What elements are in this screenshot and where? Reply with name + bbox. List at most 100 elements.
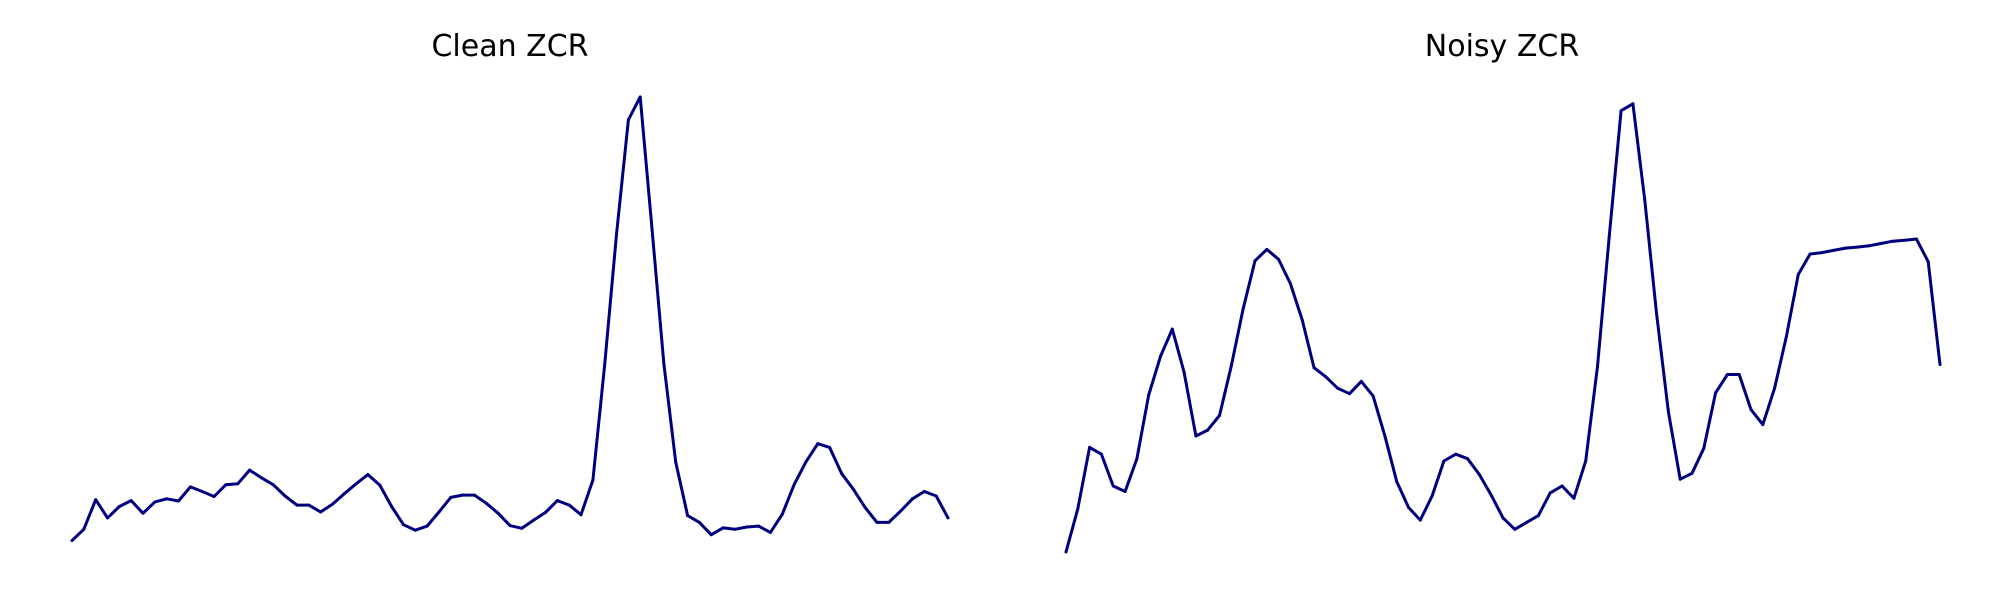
data-point-1-31	[1430, 494, 1434, 498]
data-point-1-14	[1229, 364, 1233, 367]
data-point-0-14	[236, 482, 240, 486]
data-point-1-52	[1678, 477, 1682, 481]
data-point-1-38	[1513, 527, 1517, 531]
data-point-0-72	[922, 490, 926, 493]
data-point-0-24	[354, 482, 358, 486]
data-point-1-41	[1548, 491, 1552, 495]
data-point-1-37	[1501, 516, 1505, 520]
data-point-1-50	[1655, 311, 1658, 315]
data-point-0-28	[402, 523, 405, 527]
data-point-1-27	[1383, 434, 1387, 438]
data-point-1-51	[1666, 410, 1670, 414]
data-point-0-69	[887, 520, 891, 524]
data-point-0-19	[295, 503, 299, 507]
data-point-0-65	[840, 471, 843, 475]
data-point-1-46	[1607, 234, 1611, 238]
data-point-1-47	[1619, 109, 1623, 113]
data-point-0-39	[532, 518, 536, 522]
data-point-0-33	[461, 493, 465, 497]
data-point-1-53	[1690, 471, 1694, 475]
data-point-0-22	[330, 502, 334, 506]
data-point-1-30	[1418, 518, 1422, 522]
data-point-0-50	[662, 362, 666, 366]
data-point-1-20	[1300, 318, 1304, 322]
data-point-0-7	[153, 500, 157, 504]
data-point-1-8	[1159, 354, 1162, 358]
data-point-0-44	[591, 478, 595, 482]
data-point-1-24	[1348, 392, 1351, 396]
data-point-1-26	[1371, 394, 1375, 398]
data-point-1-9	[1170, 327, 1174, 331]
data-point-0-61	[792, 483, 796, 487]
data-point-1-23	[1336, 386, 1340, 390]
data-point-0-46	[615, 232, 618, 236]
data-point-1-65	[1832, 248, 1836, 252]
data-point-1-55	[1714, 391, 1718, 395]
data-point-1-40	[1536, 514, 1540, 518]
data-point-0-43	[579, 513, 583, 517]
data-point-1-32	[1442, 459, 1446, 463]
data-point-1-43	[1572, 496, 1576, 500]
data-point-1-57	[1737, 373, 1741, 376]
data-point-1-13	[1218, 414, 1221, 417]
data-point-1-22	[1324, 375, 1328, 379]
data-point-1-6	[1135, 457, 1139, 461]
data-point-0-54	[709, 533, 713, 537]
data-point-0-63	[816, 442, 820, 446]
data-point-1-34	[1466, 457, 1470, 461]
panel-clean-zcr: Clean ZCR	[70, 29, 950, 543]
panel-noisy-zcr: Noisy ZCR	[1064, 29, 1942, 554]
data-point-1-64	[1820, 251, 1824, 255]
data-point-0-1	[82, 527, 86, 531]
data-point-0-73	[934, 494, 938, 498]
data-point-0-5	[129, 499, 133, 503]
data-point-0-23	[342, 492, 346, 496]
data-point-0-64	[828, 445, 832, 449]
data-point-0-36	[496, 511, 500, 515]
data-point-0-27	[390, 505, 394, 508]
data-point-1-28	[1395, 480, 1399, 483]
data-point-1-49	[1643, 197, 1647, 201]
data-point-0-31	[437, 510, 441, 514]
data-point-0-55	[721, 526, 725, 530]
data-point-1-74	[1938, 363, 1942, 366]
data-point-0-2	[94, 498, 98, 502]
data-point-0-16	[259, 476, 263, 480]
data-point-1-58	[1749, 408, 1753, 412]
data-point-0-51	[674, 460, 678, 464]
data-point-0-71	[911, 497, 914, 501]
data-point-1-71	[1903, 238, 1907, 242]
data-point-0-70	[899, 509, 903, 513]
data-point-0-59	[768, 530, 772, 534]
data-point-1-36	[1489, 493, 1493, 497]
data-point-1-63	[1808, 252, 1812, 256]
title-clean-zcr: Clean ZCR	[431, 29, 588, 64]
data-point-0-38	[520, 526, 524, 530]
series-line-noisy-zcr	[1064, 102, 1942, 553]
data-point-1-33	[1454, 452, 1458, 456]
data-point-1-72	[1914, 237, 1918, 241]
data-point-1-54	[1702, 446, 1706, 450]
data-point-0-25	[366, 473, 370, 477]
data-point-1-15	[1241, 307, 1245, 311]
data-point-1-11	[1194, 434, 1198, 438]
data-point-0-57	[745, 525, 749, 529]
data-point-1-3	[1099, 452, 1103, 456]
data-point-0-74	[946, 516, 950, 520]
title-noisy-zcr: Noisy ZCR	[1425, 29, 1579, 64]
data-point-0-53	[697, 520, 701, 524]
data-point-1-44	[1584, 459, 1588, 463]
data-point-1-19	[1288, 282, 1292, 286]
data-point-1-60	[1773, 386, 1777, 390]
data-point-1-10	[1182, 370, 1186, 374]
data-point-1-69	[1879, 242, 1883, 245]
data-point-0-34	[473, 493, 476, 497]
data-point-0-42	[567, 503, 571, 507]
data-point-1-35	[1477, 473, 1481, 477]
data-point-0-8	[165, 497, 169, 501]
points-noisy-zcr	[1064, 102, 1942, 554]
data-point-0-26	[378, 483, 382, 487]
data-point-0-17	[271, 483, 275, 487]
data-point-1-21	[1312, 366, 1316, 370]
data-point-0-47	[626, 118, 630, 122]
